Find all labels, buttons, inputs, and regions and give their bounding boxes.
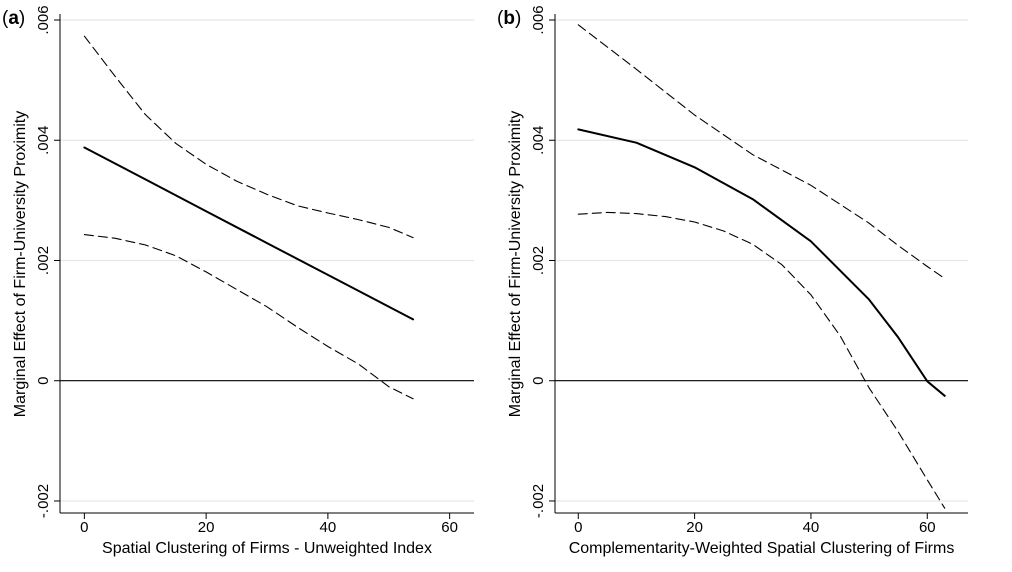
y-tick-label: .004 [35,126,52,155]
x-axis-title: Spatial Clustering of Firms - Unweighted… [102,540,432,557]
panel-b-label: (b) [497,8,521,29]
x-tick-label: 20 [198,519,215,536]
x-tick-label: 0 [80,519,88,536]
confidence-bound-line [83,35,414,239]
y-tick-label: .006 [530,5,547,34]
x-axis-title: Complementarity-Weighted Spatial Cluster… [569,540,955,557]
panel-a-label: (a) [2,8,25,29]
y-tick-label: 0 [530,377,547,385]
marginal-effect-line [83,146,415,321]
y-tick-label: .002 [35,246,52,275]
marginal-effect-line [577,128,946,397]
y-tick-label: -.002 [35,484,52,518]
y-axis-title: Marginal Effect of Firm-University Proxi… [12,111,29,417]
x-tick-label: 0 [574,519,582,536]
y-tick-label: .002 [530,246,547,275]
x-tick-label: 40 [803,519,820,536]
panel-b: -.002 0 .002 .004 .006 0 20 40 60 Complementarity… [497,5,968,557]
panel-a: -.002 0 .002 .004 .006 0 20 40 60 Spatial Cluster… [2,5,474,557]
confidence-bound-line [577,211,946,509]
y-tick-label: 0 [35,377,52,385]
confidence-bound-line [577,24,946,280]
x-tick-label: 60 [919,519,936,536]
y-tick-label: -.002 [530,484,547,518]
y-tick-label: .006 [35,5,52,34]
confidence-bound-line [83,234,414,400]
x-tick-label: 40 [320,519,337,536]
x-tick-label: 60 [441,519,458,536]
y-tick-label: .004 [530,126,547,155]
x-tick-label: 20 [686,519,703,536]
y-axis-title: Marginal Effect of Firm-University Proxi… [507,111,524,417]
